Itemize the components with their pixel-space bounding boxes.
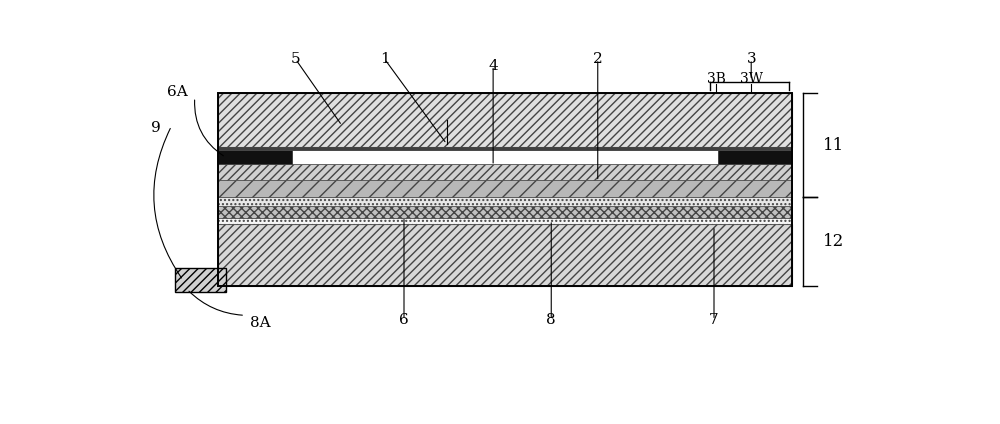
Text: 3: 3	[746, 52, 756, 66]
Bar	[218, 93, 792, 147]
Bar	[218, 206, 792, 218]
Text: 11: 11	[823, 137, 845, 153]
Text: 8: 8	[546, 313, 556, 327]
Text: 8A: 8A	[250, 316, 271, 330]
Bar	[218, 197, 792, 206]
Bar	[218, 218, 792, 224]
Bar	[292, 151, 718, 164]
Text: 12: 12	[823, 233, 845, 250]
Text: 7: 7	[709, 313, 719, 327]
Bar	[218, 93, 792, 286]
Text: 9: 9	[151, 120, 161, 134]
Text: 3B: 3B	[707, 72, 726, 86]
Bar	[218, 180, 792, 197]
Bar	[175, 268, 226, 293]
Bar	[218, 164, 792, 180]
Text: 2: 2	[593, 52, 603, 66]
Text: 3W: 3W	[740, 72, 763, 86]
Text: 4: 4	[488, 59, 498, 73]
Bar	[718, 151, 792, 164]
Bar	[218, 147, 792, 151]
Text: 5: 5	[291, 52, 300, 66]
Text: 6A: 6A	[167, 85, 188, 99]
Text: 1: 1	[380, 52, 390, 66]
Bar	[218, 151, 292, 164]
Bar	[218, 224, 792, 286]
Text: 6: 6	[399, 313, 409, 327]
